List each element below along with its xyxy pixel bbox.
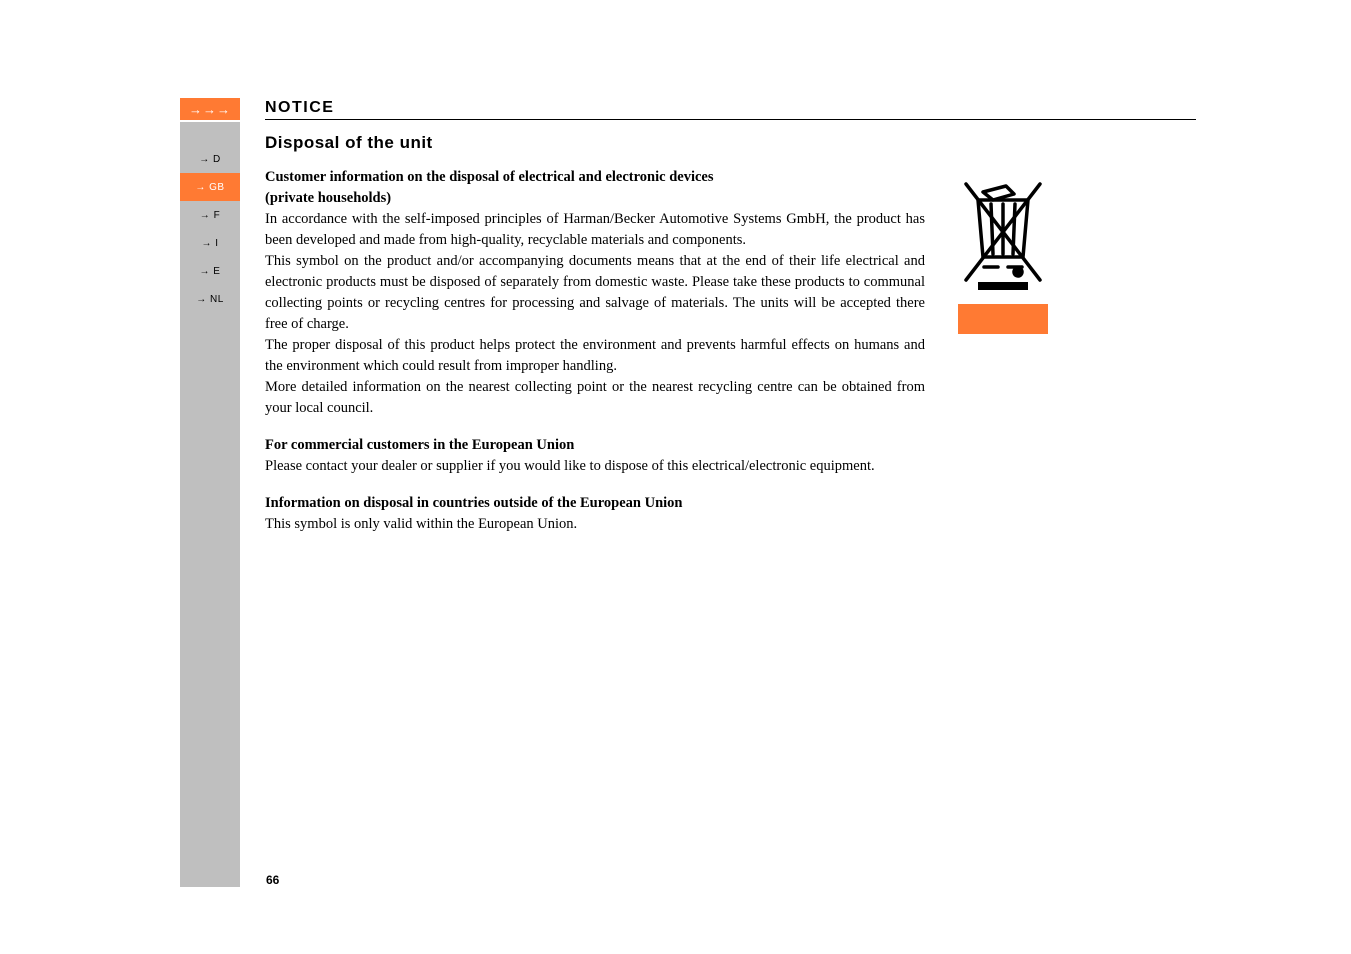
section-heading: Disposal of the unit [265,133,925,153]
header-arrow-tab: →→→ [180,98,240,120]
subheading-outside-eu: Information on disposal in countries out… [265,493,925,514]
sidebar-item-nl: → NL [180,285,240,313]
sidebar: → D → GB → F → I → E → NL [180,145,240,313]
paragraph-6: This symbol is only valid within the Eur… [265,514,925,535]
sidebar-item-gb: → GB [180,173,240,201]
paragraph-2: This symbol on the product and/or accomp… [265,251,925,335]
header-bar: NOTICE [265,98,1196,120]
subheading-line1: Customer information on the disposal of … [265,167,925,188]
sidebar-item-e: → E [180,257,240,285]
page: →→→ NOTICE → D → GB → F → I → E → NL Dis… [0,0,1351,954]
paragraph-4: More detailed information on the nearest… [265,377,925,419]
content-area: Disposal of the unit Customer informatio… [265,133,925,535]
sidebar-item-f: → F [180,201,240,229]
paragraph-1: In accordance with the self-imposed prin… [265,209,925,251]
subheading-commercial: For commercial customers in the European… [265,435,925,456]
sidebar-item-d: → D [180,145,240,173]
weee-bin-icon [958,172,1048,292]
paragraph-3: The proper disposal of this product help… [265,335,925,377]
page-number: 66 [266,873,279,887]
orange-accent-block [958,304,1048,334]
sidebar-item-i: → I [180,229,240,257]
header-title: NOTICE [265,99,334,117]
subheading-line2: (private households) [265,188,925,209]
paragraph-5: Please contact your dealer or supplier i… [265,456,925,477]
